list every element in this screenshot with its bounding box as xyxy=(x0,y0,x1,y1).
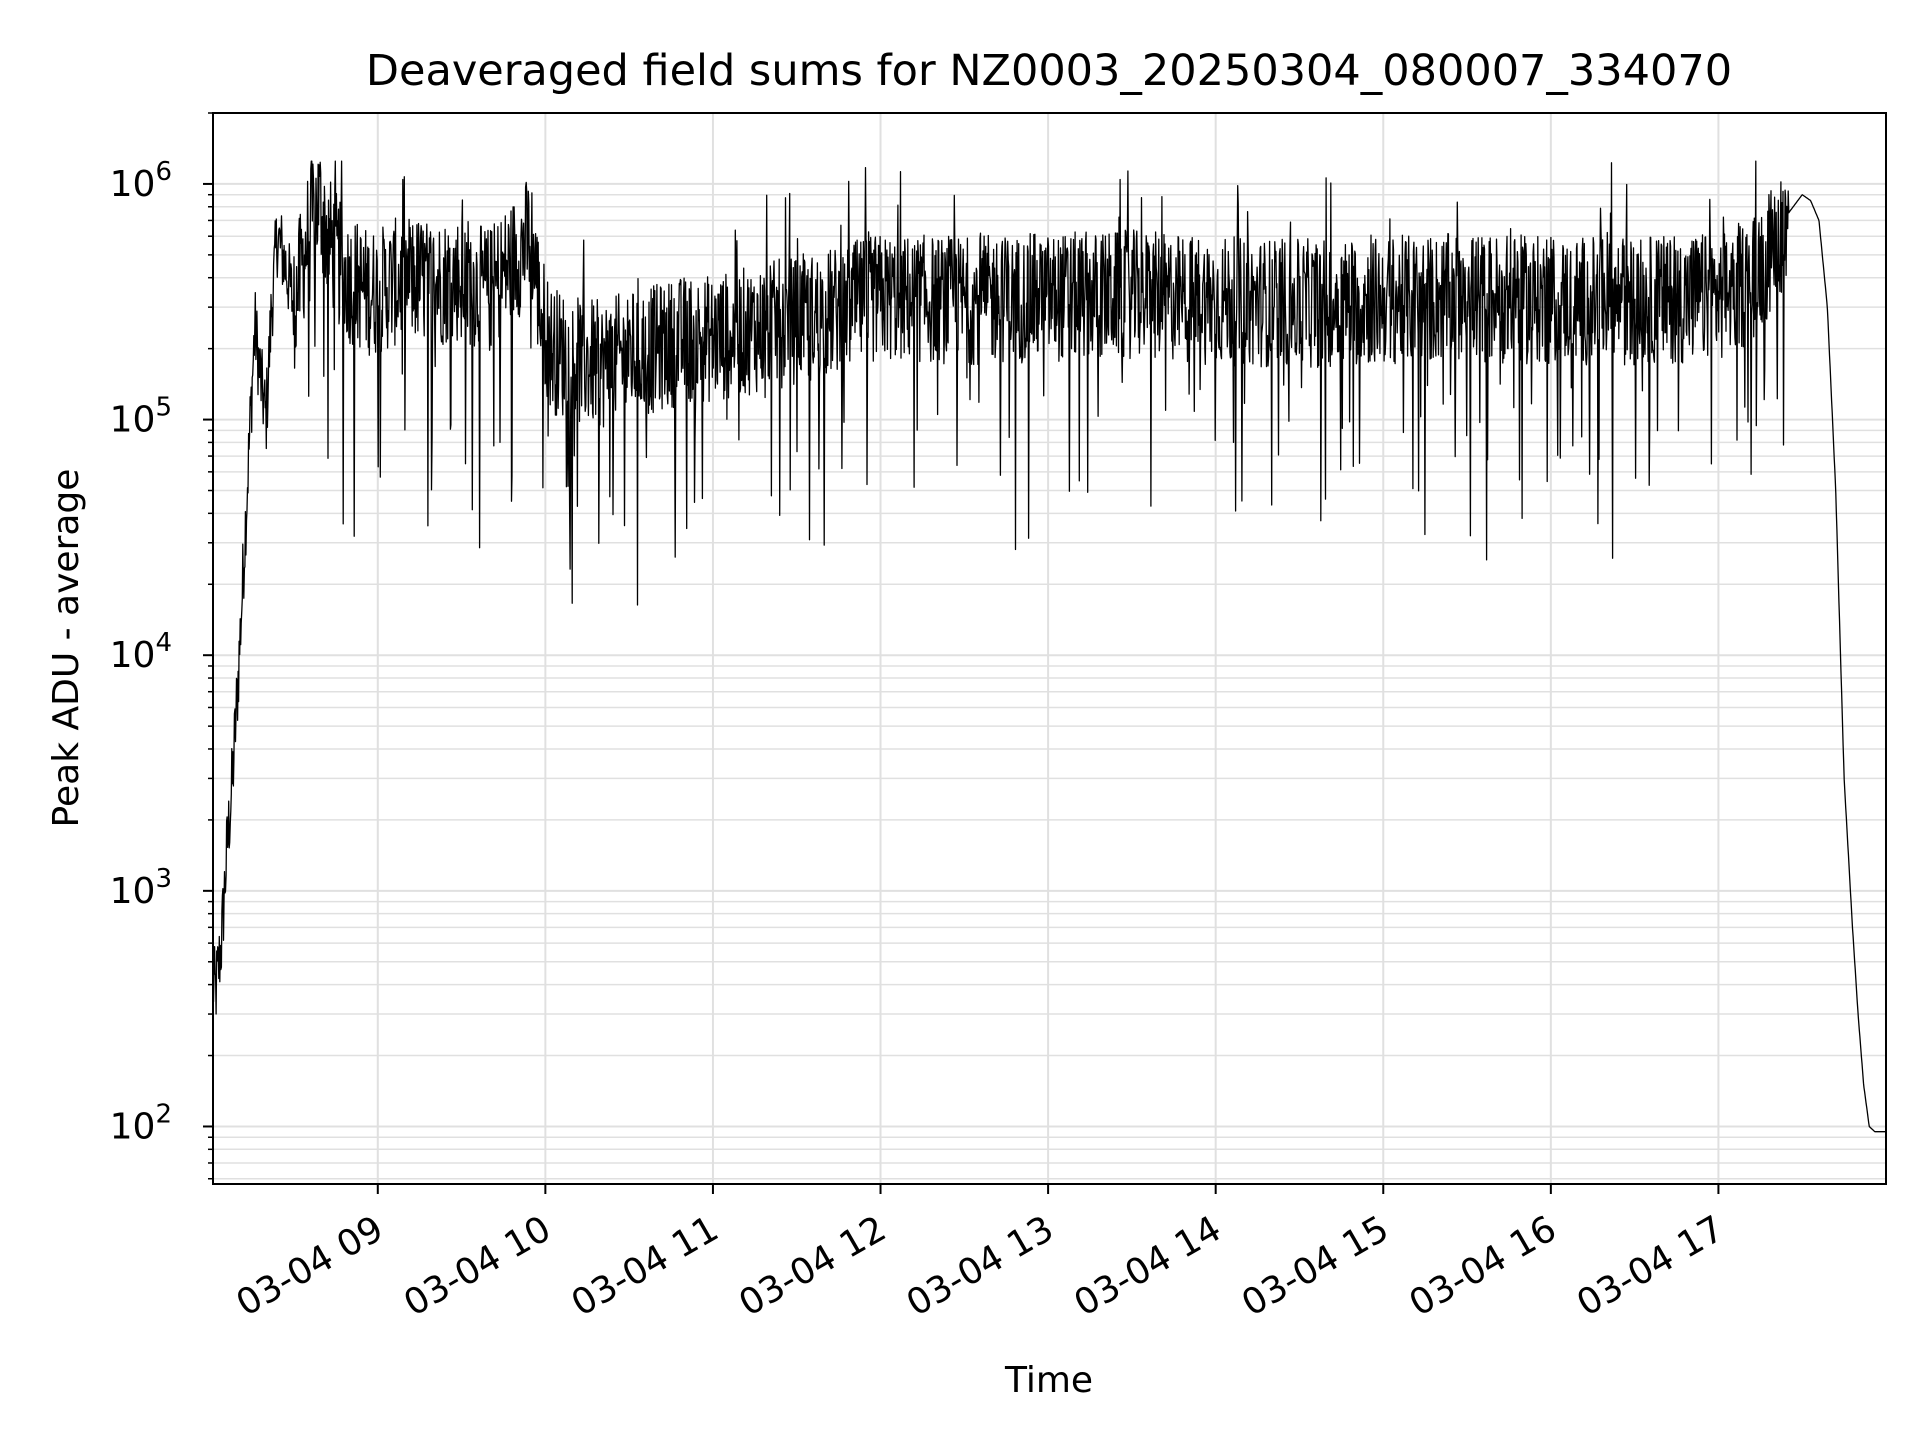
y-tick-label: 102 xyxy=(110,1099,172,1147)
series-layer xyxy=(212,160,1887,1133)
y-tick-label: 103 xyxy=(110,864,172,912)
chart-title: Deaveraged field sums for NZ0003_2025030… xyxy=(366,46,1732,96)
y-tick-label: 106 xyxy=(110,157,172,205)
y-tick-label: 105 xyxy=(110,393,172,441)
y-axis: 102 103 104 105 106 xyxy=(110,112,213,1180)
grid xyxy=(213,112,1886,1184)
series-line xyxy=(212,160,1887,1133)
y-axis-label: Peak ADU - average xyxy=(46,469,87,828)
plot-frame xyxy=(212,112,1887,1185)
y-tick-label: 104 xyxy=(110,628,172,676)
x-axis-label: Time xyxy=(1004,1360,1093,1401)
